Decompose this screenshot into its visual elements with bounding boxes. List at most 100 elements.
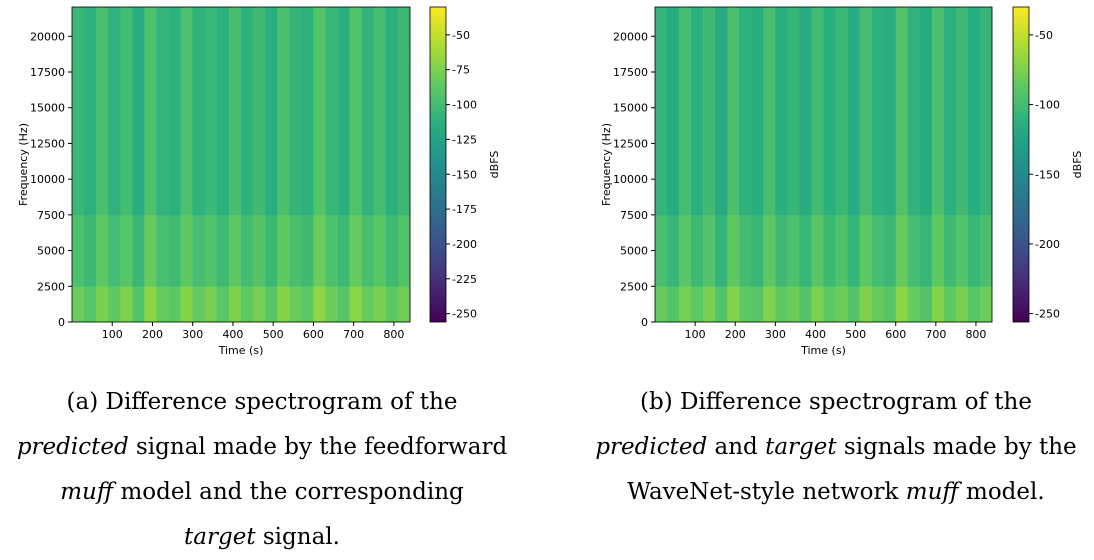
heat-cell: [120, 7, 133, 216]
x-tick-label: 300: [765, 328, 786, 341]
heat-cell: [955, 286, 969, 323]
caption-text: predicted: [595, 434, 708, 460]
heat-cell: [144, 286, 157, 323]
caption-text: and: [707, 434, 766, 460]
heat-cell: [301, 214, 314, 287]
heat-cell: [883, 286, 897, 323]
heat-cell: [835, 286, 848, 323]
heat-cell: [931, 7, 945, 216]
heat-cell: [156, 214, 169, 287]
heat-cell: [84, 214, 97, 287]
heat-cell: [325, 214, 338, 287]
heat-cell: [132, 286, 145, 323]
caption-text: WaveNet-style network: [627, 479, 906, 505]
y-tick-label: 12500: [30, 137, 65, 150]
heat-cell: [655, 286, 668, 323]
heat-cell: [192, 214, 206, 287]
heat-cell: [265, 214, 278, 287]
heat-cell: [847, 7, 860, 216]
caption-line: muff model and the corresponding: [0, 470, 542, 515]
heat-cell: [715, 7, 728, 216]
heat-cell: [727, 214, 740, 287]
heat-cell: [859, 214, 872, 287]
colorbar-tick-label: -50: [1035, 29, 1053, 42]
heat-cell: [313, 214, 326, 287]
x-axis-label: Time (s): [218, 344, 264, 357]
heat-cell: [727, 7, 740, 216]
heat-cell: [301, 7, 314, 216]
heat-cell: [823, 7, 836, 216]
heat-cell: [84, 7, 97, 216]
heat-cell: [679, 286, 692, 323]
heat-cell: [739, 286, 752, 323]
y-tick-label: 2500: [37, 280, 65, 293]
heat-cell: [799, 7, 812, 216]
heat-cell: [859, 286, 872, 323]
heat-cell: [811, 286, 824, 323]
y-tick-label: 20000: [613, 30, 648, 43]
heat-cell: [823, 214, 836, 287]
y-tick-label: 0: [641, 316, 648, 329]
heat-cell: [775, 7, 788, 216]
heat-cell: [967, 214, 981, 287]
heat-cell: [337, 214, 350, 287]
heat-cell: [679, 7, 692, 216]
caption: (a) Difference spectrogram of the predict…: [0, 380, 542, 560]
heat-cell: [835, 214, 848, 287]
y-tick-label: 20000: [30, 30, 65, 43]
heat-cell: [277, 214, 290, 287]
heat-cell: [979, 214, 993, 287]
caption-text: model.: [958, 479, 1045, 505]
x-axis-label: Time (s): [800, 344, 846, 357]
heat-cell: [979, 286, 993, 323]
heat-cell: [325, 286, 338, 323]
heat-cell: [907, 286, 921, 323]
colorbar-label: dBFS: [1071, 151, 1084, 179]
heat-cell: [313, 7, 326, 216]
heat-cell: [241, 286, 254, 323]
caption-text: model and the corresponding: [113, 479, 464, 505]
heat-cell: [349, 286, 363, 323]
caption-line: (a) Difference spectrogram of the: [0, 380, 542, 425]
heat-cell: [373, 7, 387, 216]
heat-cell: [775, 214, 788, 287]
y-tick-label: 15000: [30, 102, 65, 115]
heat-cell: [811, 214, 824, 287]
heat-cell: [241, 214, 254, 287]
heat-cell: [192, 286, 206, 323]
heat-cell: [156, 7, 169, 216]
heat-cell: [96, 214, 109, 287]
heat-cell: [691, 286, 704, 323]
colorbar-tick-label: -100: [452, 99, 477, 112]
heat-cell: [787, 286, 800, 323]
colorbar-tick-label: -225: [452, 273, 477, 286]
heat-cell: [385, 214, 399, 287]
heat-cell: [144, 7, 157, 216]
y-tick-label: 15000: [613, 102, 648, 115]
colorbar-tick-label: -175: [452, 203, 477, 216]
heat-cell: [763, 214, 776, 287]
heat-cell: [787, 7, 800, 216]
y-tick-label: 12500: [613, 137, 648, 150]
caption-text: signals made by the: [836, 434, 1077, 460]
heat-cell: [253, 286, 266, 323]
y-tick-label: 17500: [30, 66, 65, 79]
heat-cell: [715, 286, 728, 323]
caption-line: target signal.: [0, 515, 542, 560]
y-tick-label: 5000: [37, 245, 65, 258]
heat-cell: [931, 214, 945, 287]
y-tick-label: 7500: [37, 209, 65, 222]
x-tick-label: 100: [102, 328, 123, 341]
colorbar: [429, 6, 447, 323]
heat-cell: [967, 286, 981, 323]
heat-cell: [703, 286, 716, 323]
heat-cell: [96, 7, 109, 216]
heat-cell: [919, 214, 933, 287]
heat-cell: [703, 214, 716, 287]
y-tick-label: 10000: [30, 173, 65, 186]
y-tick-label: 10000: [613, 173, 648, 186]
heat-cell: [204, 286, 218, 323]
y-tick-label: 17500: [613, 66, 648, 79]
caption-text: predicted: [16, 434, 129, 460]
